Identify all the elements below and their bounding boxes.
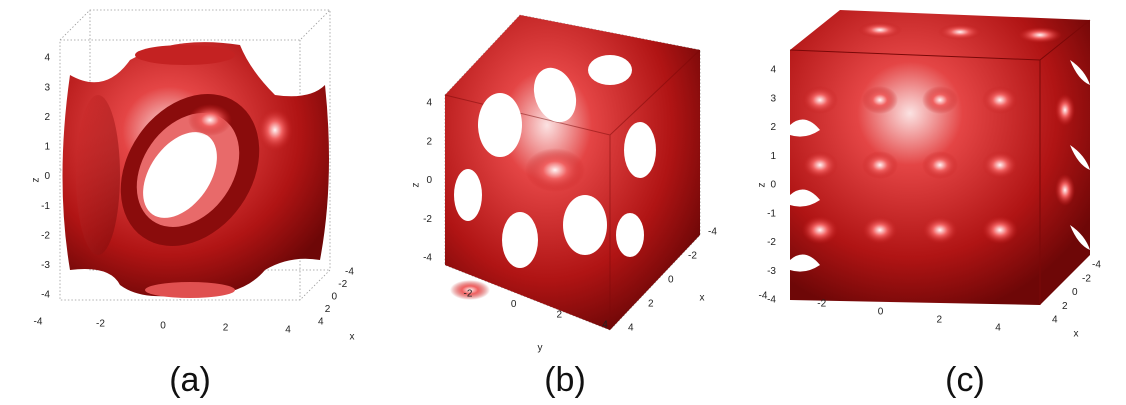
surface-c	[790, 10, 1090, 305]
bottom-tick-label: 0	[160, 321, 166, 332]
z-tick-label: 0	[426, 175, 432, 186]
depth-tick-label: -4	[708, 227, 717, 238]
depth-tick-label: -2	[1082, 273, 1091, 284]
bottom-tick-label: -4	[759, 291, 768, 302]
bottom-tick-label: 4	[602, 320, 608, 331]
bottom-tick-label: 2	[557, 309, 563, 320]
z-tick-label: 3	[44, 82, 50, 93]
z-tick-label: -4	[423, 253, 432, 264]
z-axis-label: z	[757, 183, 768, 188]
surface-b	[445, 15, 700, 330]
depth-tick-label: 4	[628, 323, 634, 334]
bottom-tick-label: 4	[995, 323, 1001, 334]
z-tick-label: -3	[767, 266, 776, 277]
depth-axis-label: x	[350, 332, 355, 343]
panel-caption: (a)	[169, 361, 211, 399]
bottom-axis-label: y	[538, 343, 543, 354]
z-tick-label: 4	[426, 98, 432, 109]
depth-tick-label: -2	[688, 251, 697, 262]
z-tick-label: -4	[41, 290, 50, 301]
bottom-tick-label: 4	[285, 325, 291, 336]
z-tick-label: 1	[44, 142, 50, 153]
depth-tick-label: -4	[1092, 260, 1101, 271]
z-tick-label: -1	[41, 201, 50, 212]
bottom-tick-label: 2	[223, 323, 229, 334]
bottom-tick-label: -2	[464, 289, 473, 300]
bottom-tick-label: 0	[511, 299, 517, 310]
depth-tick-label: 4	[1052, 315, 1058, 326]
z-tick-label: 4	[770, 65, 776, 76]
z-tick-label: 2	[426, 136, 432, 147]
panel-caption: (c)	[945, 361, 985, 399]
z-tick-label: -1	[767, 208, 776, 219]
depth-tick-label: 2	[325, 304, 331, 315]
depth-axis-label: x	[1074, 329, 1079, 340]
depth-tick-label: 0	[332, 292, 338, 303]
bottom-tick-label: 0	[878, 307, 884, 318]
panel-caption: (b)	[544, 361, 586, 399]
z-tick-label: -2	[767, 237, 776, 248]
bottom-tick-label: -2	[96, 319, 105, 330]
z-tick-label: 4	[44, 53, 50, 64]
z-tick-label: 2	[770, 122, 776, 133]
z-tick-label: 0	[44, 171, 50, 182]
z-axis-label: z	[411, 183, 422, 188]
z-axis-label: z	[31, 178, 42, 183]
depth-tick-label: 4	[318, 317, 324, 328]
depth-tick-label: -2	[338, 279, 347, 290]
depth-tick-label: 2	[1062, 301, 1068, 312]
bottom-tick-label: -4	[34, 317, 43, 328]
figure: 43210-1-2-3-4z-4-2024-4-2024x(a)420-2-4z…	[0, 0, 1126, 405]
z-tick-label: 1	[770, 151, 776, 162]
z-tick-label: -3	[41, 260, 50, 271]
z-tick-label: -2	[41, 230, 50, 241]
bottom-tick-label: -2	[817, 299, 826, 310]
depth-tick-label: 2	[648, 299, 654, 310]
depth-tick-label: 0	[668, 275, 674, 286]
depth-axis-label: x	[700, 293, 705, 304]
z-tick-label: -2	[423, 214, 432, 225]
z-tick-label: 3	[770, 93, 776, 104]
surface-a	[60, 10, 330, 300]
z-tick-label: 0	[770, 180, 776, 191]
depth-tick-label: 0	[1072, 287, 1078, 298]
z-tick-label: 2	[44, 112, 50, 123]
z-tick-label: -4	[767, 295, 776, 306]
depth-tick-label: -4	[345, 267, 354, 278]
bottom-tick-label: 2	[936, 315, 942, 326]
